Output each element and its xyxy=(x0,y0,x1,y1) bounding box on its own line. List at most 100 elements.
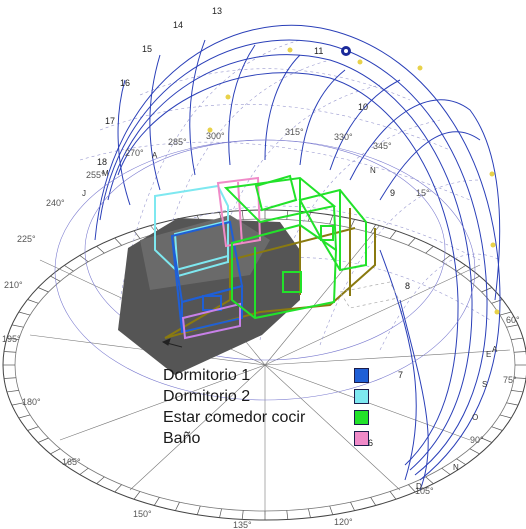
azimuth-tick xyxy=(441,255,451,263)
azimuth-tick xyxy=(27,299,39,304)
azimuth-tick xyxy=(491,426,503,431)
azimuth-tick xyxy=(6,337,19,340)
hour-label: 13 xyxy=(212,6,222,16)
sun-markers xyxy=(207,47,500,315)
azimuth-tick xyxy=(350,219,355,228)
compass-label: D xyxy=(416,482,422,491)
azimuth-tick xyxy=(456,458,466,465)
azimuth-tick xyxy=(491,299,503,304)
compass-label: J xyxy=(82,189,86,198)
hour-label: 7 xyxy=(398,370,403,380)
azimuth-label: 255° xyxy=(86,170,105,180)
azimuth-tick xyxy=(175,502,180,511)
roof-outline xyxy=(339,281,399,309)
azimuth-label: 120° xyxy=(334,517,353,527)
azimuth-tick xyxy=(425,476,434,484)
room-bano xyxy=(181,176,262,340)
hour-label: 15 xyxy=(142,44,152,54)
hour-label: 16 xyxy=(120,78,130,88)
hour-label: 8 xyxy=(405,281,410,291)
azimuth-tick xyxy=(11,324,24,328)
azimuth-tick xyxy=(286,510,289,520)
sun-position-icon xyxy=(341,46,351,56)
azimuth-tick xyxy=(456,265,466,272)
azimuth-tick xyxy=(511,337,524,340)
azimuth-tick xyxy=(408,237,416,246)
legend-item-bano: Baño xyxy=(163,430,383,450)
declination-circle xyxy=(54,139,476,401)
azimuth-tick xyxy=(329,505,334,515)
azimuth-label: 330° xyxy=(334,132,353,142)
azimuth-tick xyxy=(389,491,397,500)
hour-label: 9 xyxy=(390,188,395,198)
azimuth-tick xyxy=(481,437,493,443)
azimuth-tick xyxy=(3,377,16,379)
sun-path-curves xyxy=(94,24,501,491)
azimuth-tick xyxy=(196,505,201,515)
hour-label: 10 xyxy=(358,102,368,112)
compass-label: E xyxy=(486,350,491,359)
compass-label: N xyxy=(370,166,376,175)
compass-label: M xyxy=(102,169,109,178)
hour-label: 6 xyxy=(368,438,373,448)
azimuth-label: 135° xyxy=(233,520,252,529)
azimuth-label: 195° xyxy=(2,334,21,344)
azimuth-tick xyxy=(370,224,377,233)
legend-item-dormitorio-1: Dormitorio 1 xyxy=(163,367,383,387)
north-arrow-icon xyxy=(161,338,183,348)
compass-label: A xyxy=(492,345,498,354)
azimuth-tick xyxy=(511,390,524,393)
azimuth-tick xyxy=(153,497,160,506)
legend-swatch xyxy=(354,389,369,404)
azimuth-tick xyxy=(308,508,311,518)
azimuth-tick xyxy=(11,402,24,406)
azimuth-tick xyxy=(133,230,141,239)
azimuth-label: 180° xyxy=(22,397,41,407)
azimuth-tick xyxy=(79,255,89,263)
azimuth-label: 240° xyxy=(46,198,65,208)
room-estar-comedor-cocina xyxy=(223,174,367,320)
hour-label: 11 xyxy=(314,46,323,56)
legend-label: Baño xyxy=(163,430,201,447)
legend-label: Dormitorio 1 xyxy=(163,367,251,384)
azimuth-tick xyxy=(499,414,512,419)
azimuth-tick xyxy=(114,484,122,493)
hour-label: 18 xyxy=(97,157,107,167)
azimuth-tick xyxy=(6,390,19,393)
azimuth-ticks xyxy=(3,210,526,520)
azimuth-tick xyxy=(37,437,49,443)
azimuth-label: 90° xyxy=(470,435,484,445)
azimuth-label: 225° xyxy=(17,234,36,244)
azimuth-tick xyxy=(18,414,31,419)
azimuth-label: 315° xyxy=(285,127,304,137)
azimuth-tick xyxy=(79,467,89,475)
azimuth-tick xyxy=(18,311,31,316)
legend-swatch xyxy=(354,431,369,446)
azimuth-tick xyxy=(499,311,512,316)
hour-label: 14 xyxy=(173,20,183,30)
azimuth-tick xyxy=(219,508,222,518)
azimuth-tick xyxy=(441,467,451,475)
azimuth-tick xyxy=(133,491,141,500)
azimuth-tick xyxy=(27,426,39,431)
azimuth-label: 150° xyxy=(133,509,152,519)
compass-label: A xyxy=(152,151,158,160)
azimuth-tick xyxy=(350,502,355,511)
azimuth-tick xyxy=(329,215,334,225)
azimuth-label: 345° xyxy=(373,141,392,151)
room-dormitorio-1 xyxy=(170,220,244,334)
legend-item-estar-comedor-cocina: Estar comedor cocir xyxy=(163,409,383,429)
azimuth-label: 300° xyxy=(206,131,225,141)
azimuth-tick xyxy=(50,448,61,455)
azimuth-label: 165° xyxy=(62,457,81,467)
azimuth-label: 285° xyxy=(168,137,187,147)
hour-labels: 13 14 15 16 17 18 11 10 9 8 7 6 xyxy=(97,6,410,448)
compass-label: O xyxy=(472,413,478,422)
azimuth-tick xyxy=(506,324,519,328)
azimuth-tick xyxy=(514,377,526,379)
legend-label: Estar comedor cocir xyxy=(163,409,306,426)
azimuth-tick xyxy=(3,351,16,353)
azimuth-label: 210° xyxy=(4,280,23,290)
azimuth-tick xyxy=(389,230,397,239)
legend-item-dormitorio-2: Dormitorio 2 xyxy=(163,388,383,408)
